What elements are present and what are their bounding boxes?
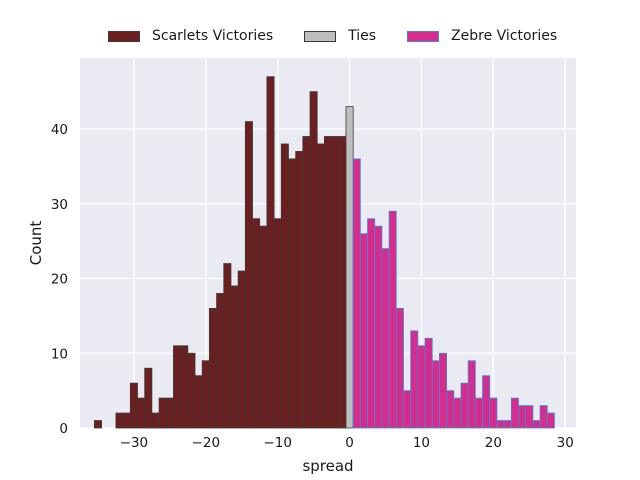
scarlets-bar (331, 136, 340, 429)
x-tick-label: 30 (557, 435, 574, 451)
scarlets-bar (208, 308, 217, 429)
zebre-bar (460, 382, 469, 429)
legend: Scarlets Victories Ties Zebre Victories (108, 26, 557, 46)
legend-swatch-ties (304, 30, 337, 42)
x-tick-label: −10 (263, 435, 292, 451)
zebre-bar (467, 360, 476, 429)
x-axis-ticks: −30 −20 −10 0 10 20 30 (120, 435, 574, 451)
legend-item-zebre: Zebre Victories (407, 28, 557, 44)
scarlets-bar (151, 412, 160, 429)
zebre-bar (381, 248, 390, 429)
scarlets-bar (338, 136, 347, 429)
x-tick-label: 20 (485, 435, 502, 451)
zebre-bar (367, 218, 376, 429)
zebre-bar (474, 397, 483, 429)
x-tick-label: 0 (345, 435, 354, 451)
scarlets-bar (223, 263, 232, 429)
x-tick-label: −30 (120, 435, 149, 451)
zebre-bar (417, 345, 426, 429)
scarlets-bar (266, 76, 275, 429)
legend-swatch-scarlets (108, 30, 140, 42)
x-tick-label: 10 (413, 435, 430, 451)
zebre-bar (359, 233, 368, 429)
scarlets-bar (252, 218, 261, 429)
scarlets-bar (137, 397, 146, 429)
legend-item-ties: Ties (304, 28, 376, 44)
scarlets-bar (180, 345, 189, 429)
scarlets-bar (280, 143, 289, 429)
zebre-bar (510, 397, 519, 429)
scarlets-bar (122, 412, 131, 429)
y-tick-label: 40 (51, 122, 68, 138)
x-axis-label: spread (302, 457, 353, 475)
y-tick-label: 0 (59, 421, 68, 437)
scarlets-bar (244, 121, 253, 429)
y-axis-label: Count (27, 221, 45, 266)
zebre-bar (496, 420, 505, 429)
scarlets-bar (230, 285, 239, 429)
scarlets-bar (158, 397, 167, 429)
y-tick-label: 30 (51, 197, 68, 213)
scarlets-bar (115, 412, 124, 429)
legend-label-zebre: Zebre Victories (451, 28, 558, 44)
y-tick-label: 20 (51, 272, 68, 288)
scarlets-bar (201, 360, 210, 429)
legend-swatch-zebre (407, 30, 440, 42)
scarlets-bar (173, 345, 182, 429)
scarlets-bar (295, 151, 304, 429)
scarlets-bar (309, 91, 318, 429)
scarlets-bar (273, 218, 282, 429)
zebre-bar (525, 405, 534, 429)
zebre-bar (546, 412, 555, 429)
bars (93, 76, 555, 429)
scarlets-bar (194, 375, 203, 429)
zebre-bar (410, 330, 419, 429)
zebre-bar (388, 210, 397, 429)
scarlets-bar (316, 143, 325, 429)
zebre-bar (518, 405, 527, 429)
scarlets-bar (216, 293, 225, 429)
scarlets-bar (259, 225, 268, 429)
legend-label-ties: Ties (348, 28, 377, 44)
scarlets-bar (165, 397, 174, 429)
scarlets-bar (237, 270, 246, 429)
scarlets-bar (324, 136, 332, 429)
scarlets-bar (129, 382, 138, 429)
tie-bar (345, 106, 354, 429)
zebre-bar (503, 420, 512, 429)
y-axis-ticks: 0 10 20 30 40 (51, 122, 68, 437)
legend-item-scarlets: Scarlets Victories (108, 28, 273, 44)
y-tick-label: 10 (51, 346, 68, 362)
zebre-bar (489, 397, 498, 429)
scarlets-bar (288, 158, 297, 429)
zebre-bar (403, 390, 412, 429)
zebre-bar (352, 158, 361, 429)
zebre-bar (532, 420, 541, 429)
x-tick-label: −20 (192, 435, 221, 451)
zebre-bar (424, 337, 433, 429)
zebre-bar (431, 360, 440, 429)
zebre-bar (395, 308, 404, 429)
zebre-bar (539, 405, 548, 429)
scarlets-bar (302, 136, 311, 429)
zebre-bar (446, 390, 455, 429)
scarlets-bar (187, 352, 196, 429)
zebre-bar (453, 397, 462, 429)
zebre-bar (439, 352, 448, 429)
scarlets-bar (144, 367, 153, 429)
zebre-bar (482, 375, 491, 429)
zebre-bar (374, 225, 383, 429)
legend-label-scarlets: Scarlets Victories (152, 28, 274, 44)
scarlets-bar (93, 420, 102, 429)
